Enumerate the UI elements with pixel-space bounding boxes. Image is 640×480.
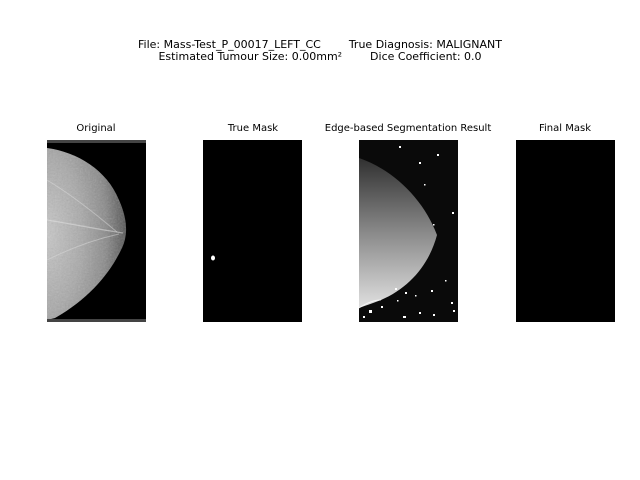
true-mask-lesion <box>211 255 215 261</box>
edge-segmentation-image <box>359 140 458 322</box>
true-mask-image <box>203 140 302 322</box>
panel-title-final-mask: Final Mask <box>539 123 591 134</box>
figure-title-line-2: Estimated Tumour Size: 0.00mm² Dice Coef… <box>158 50 482 63</box>
panel-title-edge-segmentation: Edge-based Segmentation Result <box>324 123 492 134</box>
final-mask-image <box>516 140 615 322</box>
panel-title-original: Original <box>76 123 116 134</box>
panel-title-true-mask: True Mask <box>227 123 279 134</box>
original-mammogram-image <box>47 140 146 322</box>
figure-title-line-1: File: Mass-Test_P_00017_LEFT_CC True Dia… <box>138 38 502 51</box>
